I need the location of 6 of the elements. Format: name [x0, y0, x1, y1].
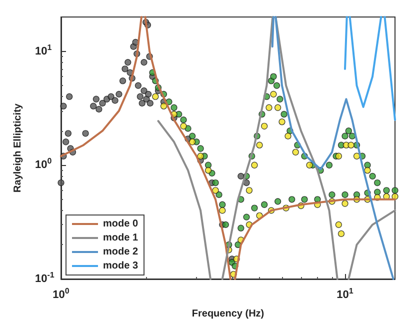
legend-label: mode 1 [103, 232, 138, 244]
y-axis-title: Rayleigh Ellipticity [12, 103, 24, 192]
legend-label: mode 3 [103, 260, 138, 272]
x-axis-title: Frequency (Hz) [192, 308, 264, 320]
legend-label: mode 2 [103, 246, 138, 258]
legend-label: mode 0 [103, 218, 138, 230]
